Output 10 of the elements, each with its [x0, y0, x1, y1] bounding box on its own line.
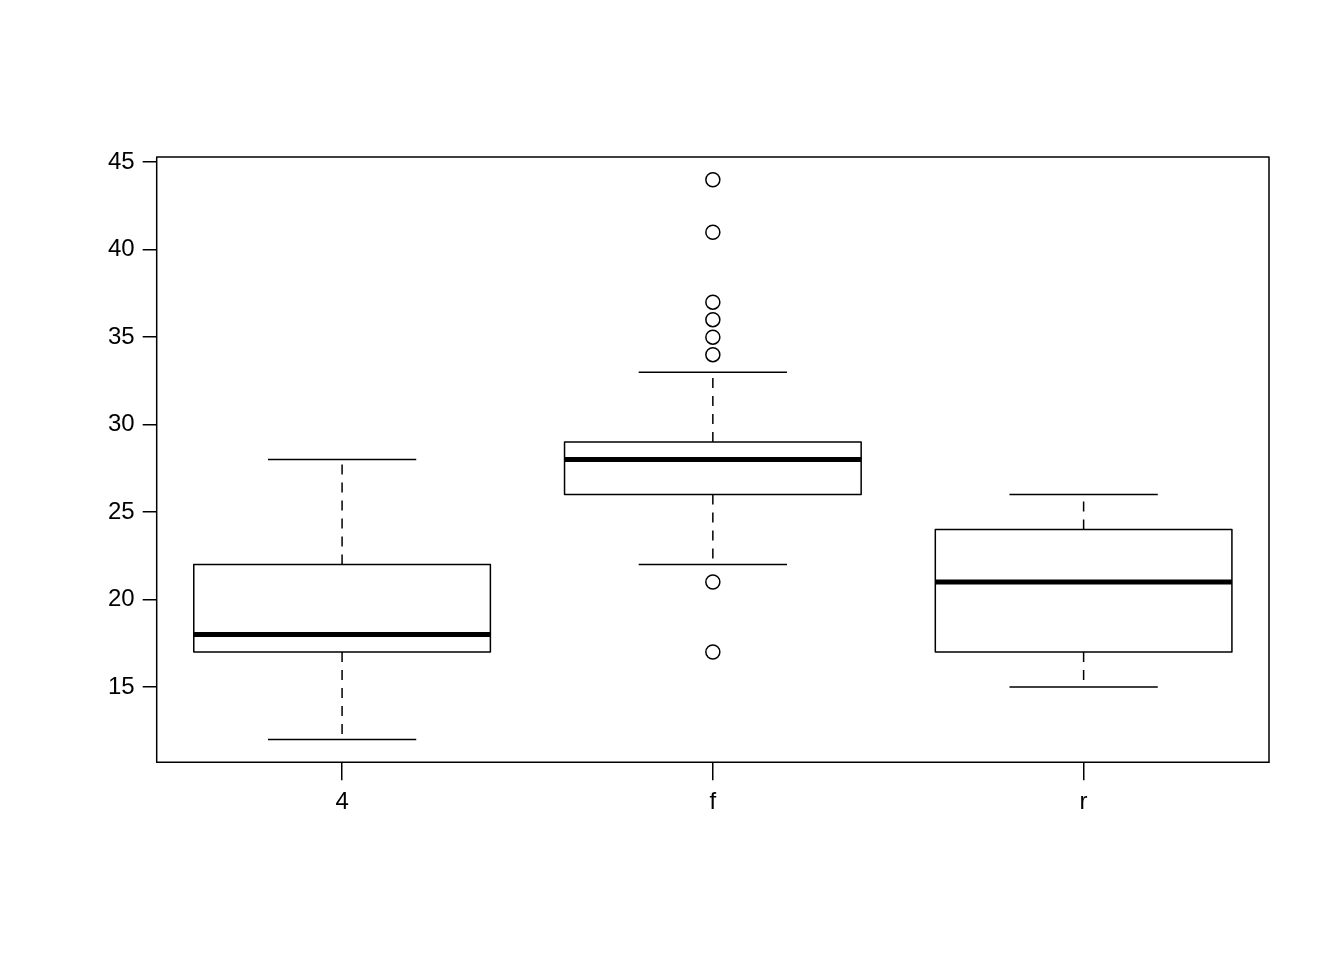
y-tick-label: 20	[107, 584, 135, 612]
x-tick-label: f	[709, 787, 717, 815]
y-tick-label: 25	[107, 496, 135, 524]
x-tick-label: 4	[335, 787, 349, 815]
y-tick-label: 40	[107, 234, 135, 262]
y-tick-label: 45	[107, 146, 135, 174]
y-tick-label: 30	[107, 409, 135, 437]
y-tick-label: 15	[107, 671, 135, 699]
x-tick-label: r	[1079, 787, 1088, 815]
y-tick-label: 35	[107, 321, 135, 349]
